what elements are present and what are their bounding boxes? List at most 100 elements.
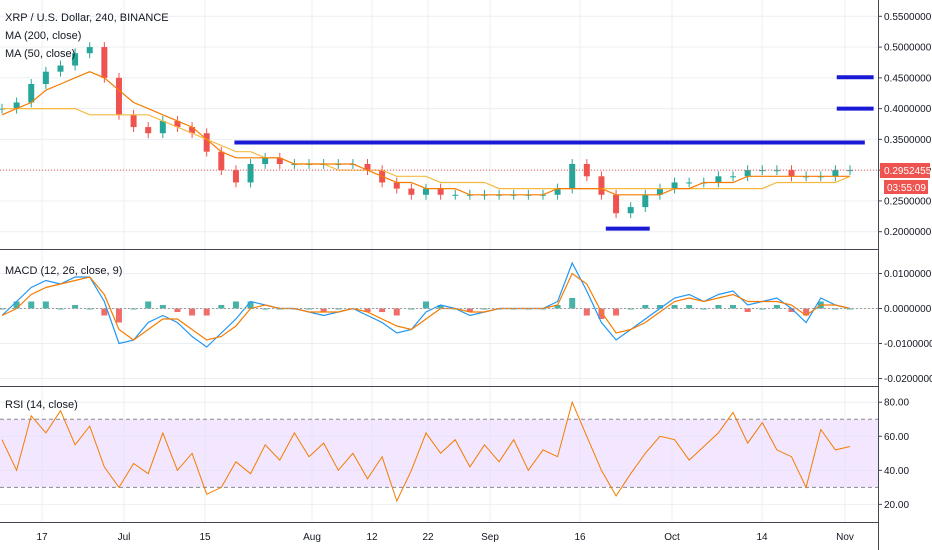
candle — [452, 189, 459, 200]
macd-bar — [686, 305, 693, 309]
candle — [642, 189, 649, 212]
candle — [247, 159, 254, 188]
time-tick-label: Oct — [664, 532, 680, 543]
time-tick-label: Aug — [303, 532, 321, 543]
candle — [788, 165, 795, 182]
macd-bar — [466, 308, 473, 312]
candle — [57, 60, 64, 77]
macd-bar — [203, 308, 210, 316]
ma50-line — [1, 71, 850, 196]
candle — [598, 171, 605, 200]
candle — [364, 159, 371, 176]
candle — [86, 42, 93, 59]
candle — [189, 122, 196, 139]
macd-line — [1, 261, 851, 348]
rsi-axis[interactable]: 80.00 60.00 40.00 20.00 — [878, 398, 909, 511]
candle — [130, 109, 137, 132]
ma50-legend[interactable]: MA (50, close) — [5, 48, 75, 60]
macd-bar — [803, 308, 810, 316]
axis-tick-label: 0.4500000 — [884, 73, 932, 84]
symbol-legend[interactable]: XRP / U.S. Dollar, 240, BINANCE — [5, 12, 169, 24]
candle — [656, 183, 663, 200]
candle — [101, 42, 108, 83]
countdown-label: 03:55:09 — [887, 183, 926, 194]
candle — [262, 152, 269, 169]
candle — [832, 165, 839, 182]
candle — [773, 165, 780, 176]
macd-bar — [174, 308, 181, 312]
axis-tick-label: 0.0000000 — [884, 304, 932, 315]
candle — [145, 122, 152, 139]
candle — [203, 128, 210, 157]
axis-tick-label: 0.5000000 — [884, 43, 932, 54]
macd-bar — [744, 308, 751, 312]
macd-bar — [232, 301, 239, 309]
macd-bar — [115, 308, 122, 323]
axis-tick-label: 0.0100000 — [884, 269, 932, 280]
candle — [42, 66, 49, 89]
macd-bar — [218, 305, 225, 309]
macd-bar — [28, 301, 35, 309]
candle — [423, 183, 429, 200]
axis-tick-label: 80.00 — [884, 398, 909, 409]
candle — [72, 48, 79, 71]
time-tick-label: Sep — [481, 532, 499, 543]
macd-histogram — [0, 298, 853, 323]
macd-bar — [598, 308, 605, 319]
macd-bar — [408, 308, 415, 310]
axis-tick-label: 0.5500000 — [884, 12, 932, 23]
rsi-legend[interactable]: RSI (14, close) — [5, 399, 78, 411]
candle — [627, 202, 634, 219]
macd-bar — [759, 308, 766, 310]
macd-bar — [320, 308, 327, 312]
macd-bar — [773, 305, 780, 309]
macd-bar — [364, 308, 371, 312]
candle — [393, 177, 400, 194]
countdown-tag — [884, 180, 928, 194]
candle — [13, 97, 20, 114]
time-axis[interactable]: 17 Jul 15 Aug 12 22 Sep 16 Oct 14 Nov — [36, 532, 853, 543]
macd-bar — [437, 305, 444, 309]
last-price-label: 0.2952455 — [884, 166, 932, 177]
macd-legend[interactable]: MACD (12, 26, close, 9) — [5, 265, 122, 277]
macd-bar — [642, 305, 649, 309]
macd-bar — [189, 308, 196, 316]
macd-bar — [335, 308, 342, 310]
macd-bar — [583, 308, 590, 316]
rsi-band — [0, 419, 878, 488]
candle — [730, 171, 737, 182]
time-tick-label: 12 — [366, 532, 378, 543]
time-tick-label: 22 — [422, 532, 434, 543]
macd-bar — [700, 308, 707, 310]
macd-bar — [247, 301, 254, 309]
candle — [159, 116, 166, 139]
candle — [583, 159, 590, 182]
horizontal-levels[interactable] — [234, 75, 874, 231]
macd-bar — [832, 308, 839, 310]
axis-tick-label: -0.0200000 — [884, 374, 932, 385]
macd-bar — [569, 298, 576, 309]
macd-bar — [788, 308, 795, 312]
candle — [115, 72, 122, 120]
axis-tick-label: -0.0100000 — [884, 339, 932, 350]
axis-tick-label: 0.2500000 — [884, 196, 932, 207]
macd-axis[interactable]: 0.0100000 0.0000000 -0.0100000 -0.0200000 — [878, 269, 932, 385]
macd-bar — [145, 301, 152, 309]
macd-bar — [715, 305, 722, 309]
axis-tick-label: 0.3500000 — [884, 135, 932, 146]
rsi-line — [1, 400, 851, 503]
axis-tick-label: 0.2000000 — [884, 227, 932, 238]
axis-tick-label: 0.4000000 — [884, 104, 932, 115]
candle — [686, 177, 693, 188]
candle — [437, 183, 444, 200]
time-tick-label: 15 — [199, 532, 211, 543]
macd-bar — [393, 308, 400, 316]
signal-line — [1, 272, 851, 341]
macd-bar — [42, 301, 49, 309]
candle — [715, 171, 722, 188]
macd-bar — [159, 305, 166, 309]
ma200-legend[interactable]: MA (200, close) — [5, 30, 81, 42]
time-tick-label: Jul — [118, 532, 131, 543]
macd-bar — [554, 305, 561, 309]
